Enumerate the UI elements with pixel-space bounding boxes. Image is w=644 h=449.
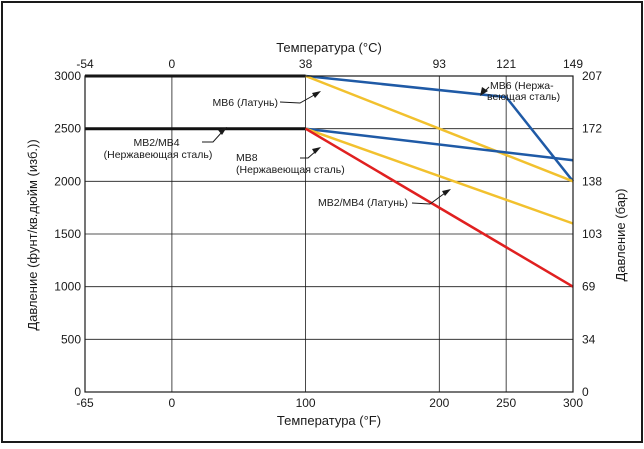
- y-tick-label: 3000: [54, 69, 81, 83]
- annotation-mb24-stainless-arrowhead: [218, 127, 227, 135]
- series-line-2: [305, 74, 574, 183]
- y-tick-label: 500: [61, 332, 81, 346]
- annotation-mb6-brass-leader: [279, 93, 317, 104]
- x-tick-label: -65: [76, 396, 94, 410]
- y2-axis-title: Давление (бар): [613, 188, 628, 281]
- x-tick-label: 300: [563, 396, 583, 410]
- plot-area-border: [84, 75, 574, 393]
- y2-tick-label: 172: [582, 122, 602, 136]
- annotation-mb6-stainless-line2: веющая сталь): [487, 91, 560, 103]
- x2-tick-label: 93: [433, 57, 447, 71]
- series-line-3: [305, 74, 574, 183]
- annotation-mb8-stainless: MB8 (Нержавеющая сталь): [236, 147, 345, 176]
- annotation-mb24-stainless: MB2/MB4 (Нержавеющая сталь): [104, 127, 227, 161]
- svg-text:MB2/MB4 (Латунь): MB2/MB4 (Латунь): [318, 197, 408, 209]
- series-line-6: [304, 127, 574, 288]
- x2-tick-label: 149: [563, 57, 583, 71]
- annotation-mb24-stainless-line1: MB2/MB4: [133, 137, 179, 149]
- y-tick-label: 2500: [54, 122, 81, 136]
- x-tick-label: 250: [496, 396, 516, 410]
- series-line-5: [305, 127, 574, 225]
- annotation-mb24-stainless-line2: (Нержавеющая сталь): [104, 149, 213, 161]
- annotation-mb8-stainless-leader: [300, 150, 317, 159]
- y-tick-label: 1500: [54, 227, 81, 241]
- tick-labels: -65 0 100 200 250 300-54 0 38 93 121 1490500100015…: [54, 57, 602, 410]
- x-tick-label: 100: [296, 396, 316, 410]
- x2-axis-title: Температура (°C): [276, 40, 382, 55]
- annotation-mb6-stainless-line1: MB6 (Нержа-: [490, 80, 554, 92]
- x2-tick-label: 38: [299, 57, 313, 71]
- annotation-mb8-stainless-line2: (Нержавеющая сталь): [236, 164, 345, 176]
- y2-tick-label: 207: [582, 69, 602, 83]
- x-axis-title: Температура (°F): [277, 413, 381, 428]
- svg-text:MB8 (Нержавеющая сталь): MB8 (Нержавеющая сталь): [236, 152, 345, 176]
- x2-tick-label: 0: [169, 57, 176, 71]
- annotation-mb6-stainless-arrowhead: [480, 87, 488, 96]
- y2-tick-label: 34: [582, 332, 596, 346]
- x-tick-label: 200: [429, 396, 449, 410]
- svg-text:MB6 (Латунь): MB6 (Латунь): [213, 97, 278, 109]
- annotation-mb24-brass-arrowhead: [442, 189, 451, 196]
- annotation-mb6-brass-line: MB6 (Латунь): [213, 97, 278, 109]
- y2-tick-label: 0: [582, 385, 589, 399]
- y-tick-label: 2000: [54, 174, 81, 188]
- annotation-mb6-brass-arrowhead: [312, 91, 321, 98]
- annotation-mb24-stainless-leader: [202, 131, 223, 143]
- x2-tick-label: 121: [496, 57, 516, 71]
- y-axis-title: Давление (фунт/кв.дюйм (изб.)): [25, 139, 40, 330]
- annotation-mb24-brass-leader: [411, 192, 446, 205]
- svg-text:MB2/MB4 (Нержавеющая ста: MB2/MB4 (Нержавеющая сталь): [104, 137, 213, 161]
- annotation-mb8-stainless-arrowhead: [312, 147, 321, 154]
- y-tick-label: 1000: [54, 280, 81, 294]
- y-tick-label: 0: [74, 385, 81, 399]
- y2-tick-label: 138: [582, 174, 602, 188]
- annotation-mb24-brass-line: MB2/MB4 (Латунь): [318, 197, 408, 209]
- x-tick-label: 0: [169, 396, 176, 410]
- annotation-mb8-stainless-line1: MB8: [236, 152, 258, 164]
- y2-tick-label: 103: [582, 227, 602, 241]
- series-line-4: [305, 127, 574, 162]
- x2-tick-label: -54: [76, 57, 94, 71]
- annotation-mb6-brass: MB6 (Латунь): [213, 91, 321, 109]
- annotation-mb6-stainless: MB6 (Нержа- веющая сталь): [480, 80, 560, 103]
- y2-tick-label: 69: [582, 280, 596, 294]
- annotation-mb24-brass: MB2/MB4 (Латунь): [318, 189, 451, 209]
- svg-text:MB6 (Нержа- веющая сталь: MB6 (Нержа- веющая сталь): [487, 80, 560, 103]
